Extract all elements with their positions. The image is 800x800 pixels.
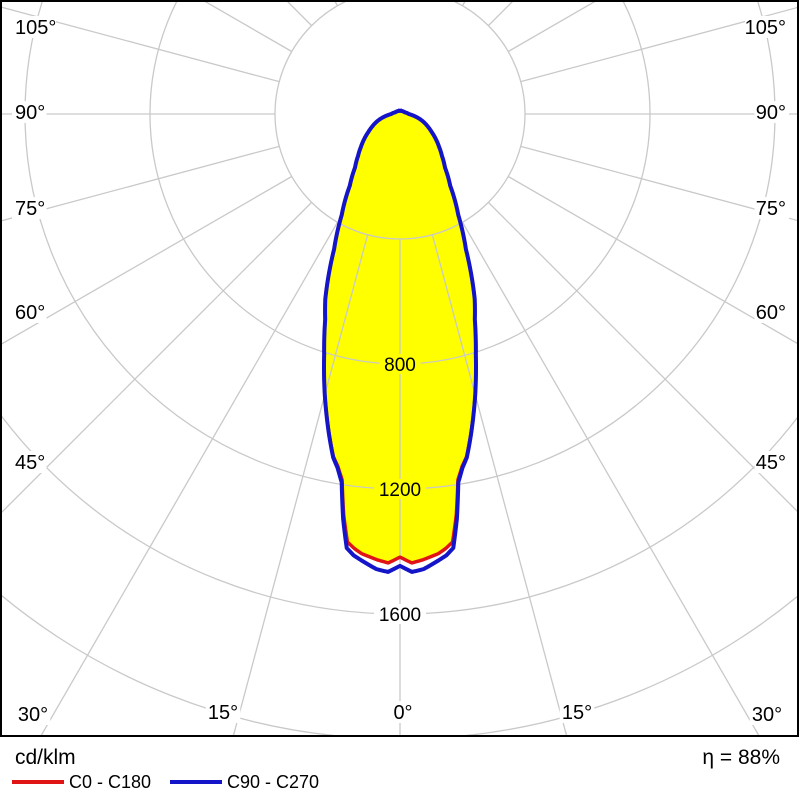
legend-item-c90: C90 - C270 — [170, 772, 319, 792]
angle-label: 30° — [18, 704, 48, 726]
angle-label-bg — [12, 101, 47, 123]
legend-line-c90-c270 — [170, 780, 222, 784]
angle-label-bg — [559, 701, 595, 723]
efficiency-label: η = 88% — [702, 746, 780, 769]
angle-label: 75° — [15, 198, 45, 220]
angle-label: 30° — [752, 704, 782, 726]
legend-label-c90-c270: C90 - C270 — [227, 771, 320, 792]
angle-label-bg — [12, 16, 56, 38]
angle-label-bg — [390, 701, 416, 723]
angle-label-bg — [12, 451, 47, 473]
angle-label: 105° — [15, 17, 56, 39]
grid-radial--45 — [2, 201, 313, 513]
grid-radial-75 — [520, 145, 797, 222]
grid-radial-60 — [507, 175, 797, 344]
legend-item-c0: C0 - C180 — [12, 772, 151, 792]
ring-label-1200: 1200 — [379, 480, 421, 501]
ring-label-bg — [374, 479, 426, 499]
angle-label: 15° — [562, 702, 592, 724]
angle-label-bg — [754, 197, 789, 219]
grid-radial--105 — [2, 6, 280, 83]
legend-label-c0-c180: C0 - C180 — [69, 771, 152, 792]
curve-C90-C270 — [322, 108, 478, 574]
grid-radial--60 — [2, 175, 293, 345]
ring-label-1600: 1600 — [379, 605, 421, 626]
angle-label-bg — [12, 197, 47, 219]
angle-label-bg — [754, 101, 789, 123]
angle-label-bg — [749, 703, 785, 725]
angle-label-bg — [205, 701, 241, 723]
ring-label-bg — [379, 354, 421, 374]
angle-label-bg — [745, 16, 789, 38]
angle-label: 45° — [756, 452, 786, 474]
angle-label-bg — [754, 301, 789, 323]
angle-labels: 105° 90° 75° 60° 45° 30° 15° 0° 15° 30° 45° 60° 75° 9… — [12, 16, 789, 726]
chart-footer: cd/klm η = 88% C0 - C180 C90 - C270 — [0, 740, 800, 800]
angle-label-bg — [15, 703, 51, 725]
angle-label: 75° — [756, 198, 786, 220]
angle-label: 0° — [393, 702, 412, 724]
angle-label-bg — [12, 301, 47, 323]
legend-line-c0-c180 — [12, 780, 64, 784]
angle-label: 45° — [15, 452, 45, 474]
angle-label-bg — [754, 451, 789, 473]
polar-intensity-chart: 800 1200 1600 105° 90° 75° 60° 45° 30° 15° 0° 15° 30… — [0, 0, 799, 737]
grid-radial--30 — [40, 221, 339, 735]
grid-radial--75 — [2, 145, 280, 222]
angle-label: 90° — [15, 102, 45, 124]
ring-label-800: 800 — [384, 355, 416, 376]
plot-inner: 800 1200 1600 105° 90° 75° 60° 45° 30° 15° 0° 15° 30… — [2, 2, 797, 735]
polar-chart-area: 800 1200 1600 105° 90° 75° 60° 45° 30° 15° 0° 15° 30… — [0, 0, 799, 737]
ring-label-bg — [374, 604, 426, 624]
ring-labels: 800 1200 1600 — [374, 354, 426, 626]
angle-label: 60° — [756, 302, 786, 324]
grid-radial-105 — [520, 6, 797, 83]
unit-label: cd/klm — [15, 746, 76, 769]
angle-label: 60° — [15, 302, 45, 324]
angle-label: 15° — [208, 702, 238, 724]
angle-label: 105° — [745, 17, 786, 39]
grid-radial-45 — [487, 201, 797, 512]
angle-label: 90° — [756, 102, 786, 124]
grid-radial-30 — [461, 221, 760, 735]
